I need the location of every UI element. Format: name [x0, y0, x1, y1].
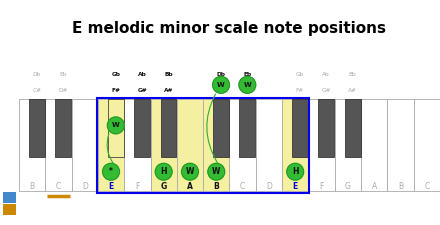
Text: A#: A#: [164, 88, 173, 93]
Circle shape: [103, 163, 119, 180]
Text: B: B: [398, 182, 403, 191]
Text: E: E: [293, 182, 298, 191]
Text: A: A: [187, 182, 193, 191]
Bar: [4, 204, 16, 215]
Text: C: C: [240, 182, 245, 191]
Text: W: W: [243, 82, 251, 88]
Bar: [345, 99, 360, 157]
Text: F#: F#: [296, 88, 304, 93]
Bar: [161, 99, 176, 157]
Text: B: B: [29, 182, 35, 191]
Text: A: A: [372, 182, 377, 191]
Bar: [72, 99, 98, 191]
Bar: [108, 99, 124, 157]
Bar: [29, 99, 45, 157]
Text: Eb: Eb: [243, 72, 252, 77]
Text: Db: Db: [216, 72, 226, 77]
Text: W: W: [212, 167, 220, 176]
Text: C#: C#: [32, 88, 41, 93]
Bar: [335, 99, 361, 191]
Circle shape: [239, 76, 256, 93]
Text: Eb: Eb: [59, 72, 67, 77]
Text: Bb: Bb: [349, 72, 356, 77]
Circle shape: [155, 163, 172, 180]
Text: Bb: Bb: [164, 72, 173, 77]
Bar: [292, 99, 308, 157]
Text: F: F: [319, 182, 324, 191]
Text: W: W: [186, 167, 194, 176]
Bar: [4, 192, 16, 202]
Bar: [98, 99, 124, 191]
Bar: [19, 99, 45, 191]
Text: B: B: [213, 182, 219, 191]
Text: Db: Db: [33, 72, 41, 77]
Bar: [203, 99, 230, 191]
Text: D#: D#: [242, 88, 252, 93]
Bar: [55, 99, 71, 157]
Bar: [319, 99, 334, 157]
Text: F: F: [135, 182, 139, 191]
Text: E: E: [108, 182, 114, 191]
Text: H: H: [161, 167, 167, 176]
Circle shape: [182, 163, 198, 180]
Text: Ab: Ab: [138, 72, 147, 77]
Text: G#: G#: [137, 88, 147, 93]
Text: W: W: [112, 122, 120, 128]
Text: C: C: [424, 182, 429, 191]
Text: G#: G#: [322, 88, 331, 93]
Text: Gb: Gb: [111, 72, 120, 77]
Circle shape: [107, 117, 124, 134]
Bar: [308, 99, 335, 191]
Text: D: D: [266, 182, 272, 191]
Text: W: W: [217, 82, 225, 88]
Text: F#: F#: [111, 88, 120, 93]
Bar: [414, 99, 440, 191]
Text: E melodic minor scale note positions: E melodic minor scale note positions: [73, 21, 386, 36]
Bar: [230, 99, 256, 191]
Circle shape: [213, 76, 230, 93]
Text: Gb: Gb: [296, 72, 304, 77]
Bar: [134, 99, 150, 157]
Circle shape: [208, 163, 225, 180]
Text: G: G: [161, 182, 167, 191]
Bar: [282, 99, 308, 191]
Bar: [387, 99, 414, 191]
Text: *: *: [109, 167, 113, 176]
Text: C#: C#: [216, 88, 226, 93]
Text: D: D: [82, 182, 88, 191]
Text: C: C: [56, 182, 61, 191]
Text: D#: D#: [59, 88, 68, 93]
Text: G: G: [345, 182, 351, 191]
Bar: [177, 99, 203, 191]
Circle shape: [287, 163, 304, 180]
Text: H: H: [292, 167, 298, 176]
Text: A#: A#: [348, 88, 357, 93]
Text: basicmusictheory.com: basicmusictheory.com: [7, 81, 12, 135]
Bar: [45, 99, 72, 191]
Bar: [97, 98, 309, 193]
Bar: [361, 99, 387, 191]
Bar: [150, 99, 177, 191]
Text: Ab: Ab: [323, 72, 330, 77]
Bar: [124, 99, 150, 191]
Bar: [213, 99, 229, 157]
Bar: [256, 99, 282, 191]
Bar: [239, 99, 255, 157]
